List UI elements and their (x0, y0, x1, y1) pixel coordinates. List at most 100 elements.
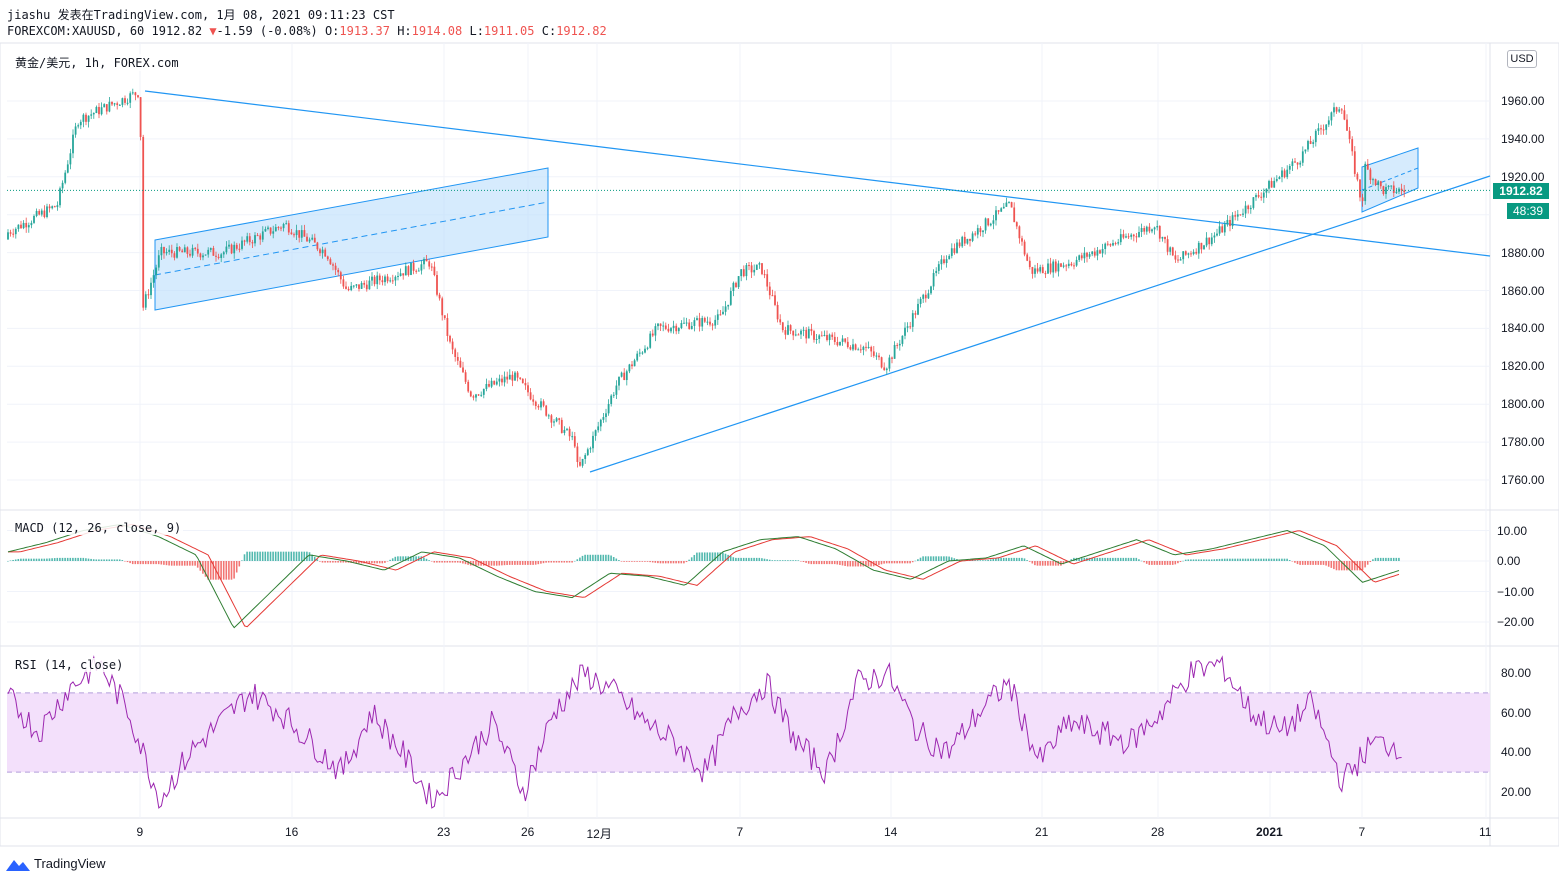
down-arrow-icon: ▼ (209, 24, 217, 38)
macd-histogram-bar (1112, 557, 1114, 561)
macd-histogram-bar (321, 561, 324, 563)
candle-body (532, 399, 535, 402)
candle-body (92, 113, 95, 115)
macd-histogram-bar (755, 557, 758, 561)
macd-histogram-bar (1070, 559, 1073, 561)
descending-trendline (144, 90, 1491, 257)
macd-histogram-bar (467, 561, 469, 565)
candle-body (181, 250, 184, 253)
price-tick-label: 1760.00 (1501, 473, 1545, 487)
macd-histogram-bar (222, 561, 225, 580)
parallel-channel-1 (154, 167, 549, 311)
candle-body (1265, 188, 1268, 193)
macd-histogram-bar (1372, 559, 1374, 561)
macd-histogram-bar (1008, 557, 1010, 561)
macd-histogram-bar (1088, 557, 1091, 561)
macd-histogram-bar (199, 561, 202, 571)
candle-body (51, 206, 54, 209)
macd-histogram-bar (1047, 561, 1049, 566)
rsi-band (7, 692, 1490, 773)
macd-histogram-bar (753, 557, 755, 561)
macd-histogram-bar (1010, 557, 1013, 561)
candle-body (449, 335, 451, 342)
candle-body (727, 304, 730, 307)
tradingview-logo[interactable]: TradingView (6, 856, 106, 871)
candle-body (1353, 151, 1356, 174)
candle-body (1114, 243, 1117, 245)
candle-body (589, 448, 592, 450)
macd-histogram-bar (27, 558, 30, 561)
macd-histogram-bar (100, 559, 103, 561)
candle-body (1252, 197, 1255, 208)
macd-histogram-bar (1187, 559, 1190, 561)
candle-body (482, 388, 485, 395)
macd-histogram-bar (420, 556, 423, 561)
macd-histogram-bar (732, 557, 735, 561)
macd-histogram-bar (849, 561, 852, 567)
macd-histogram-bar (706, 552, 709, 561)
macd-histogram-bar (170, 561, 173, 566)
candle-body (1229, 219, 1231, 227)
macd-histogram-bar (441, 561, 443, 563)
low-value: 1911.05 (483, 24, 535, 38)
candle-body (53, 206, 56, 208)
published-by-line: jiashu 发表在TradingView.com, 1月 08, 2021 0… (7, 8, 395, 22)
macd-histogram-bar (230, 561, 233, 580)
macd-histogram-bar (415, 556, 417, 561)
candle-body (290, 232, 293, 235)
candle-body (1179, 259, 1182, 261)
macd-histogram-bar (776, 560, 779, 561)
candle-body (189, 253, 191, 256)
candle-body (771, 295, 774, 297)
candle-body (1062, 265, 1065, 267)
macd-histogram-bar (1307, 561, 1309, 565)
candle-body (165, 251, 168, 254)
candle-body (1296, 162, 1299, 165)
macd-histogram-bar (984, 560, 987, 561)
macd-histogram-bar (482, 561, 485, 566)
candle-body (46, 206, 48, 218)
macd-histogram-bar (345, 561, 347, 563)
macd-histogram-bar (490, 561, 493, 566)
candle-body (1338, 109, 1341, 112)
candle-body (1218, 226, 1221, 234)
macd-histogram-bar (342, 561, 345, 563)
candle-body (586, 449, 589, 456)
macd-histogram-bar (1080, 557, 1083, 561)
macd-histogram-bar (1125, 557, 1127, 561)
macd-histogram-bar (277, 551, 280, 561)
candle-body (425, 259, 428, 262)
macd-histogram-bar (555, 561, 558, 563)
candle-body (904, 327, 906, 336)
macd-histogram-bar (87, 558, 90, 561)
candle-body (937, 264, 940, 271)
macd-histogram-bar (768, 559, 771, 561)
macd-histogram-bar (22, 558, 25, 561)
candle-body (774, 295, 776, 305)
candle-body (1036, 268, 1039, 272)
macd-histogram-bar (191, 561, 194, 566)
macd-histogram-bar (155, 561, 157, 565)
candle-body (1099, 250, 1101, 254)
macd-histogram-bar (402, 556, 404, 561)
macd-histogram-bar (823, 561, 826, 565)
candle-body (326, 256, 329, 260)
candle-body (339, 272, 342, 280)
macd-histogram-bar (852, 561, 854, 567)
candle-body (134, 92, 137, 96)
candle-body (755, 264, 758, 270)
candle-body (1002, 206, 1005, 209)
candle-body (1348, 130, 1351, 140)
candle-body (1379, 181, 1382, 187)
low-label: L: (469, 24, 484, 38)
macd-histogram-bar (293, 551, 295, 561)
currency-button[interactable]: USD (1507, 50, 1537, 68)
candle-body (815, 338, 818, 340)
candle-body (241, 240, 243, 249)
macd-histogram-bar (579, 557, 581, 561)
macd-histogram-bar (586, 554, 589, 561)
candle-body (1385, 187, 1387, 195)
candle-body (77, 125, 80, 127)
candle-body (677, 328, 680, 332)
